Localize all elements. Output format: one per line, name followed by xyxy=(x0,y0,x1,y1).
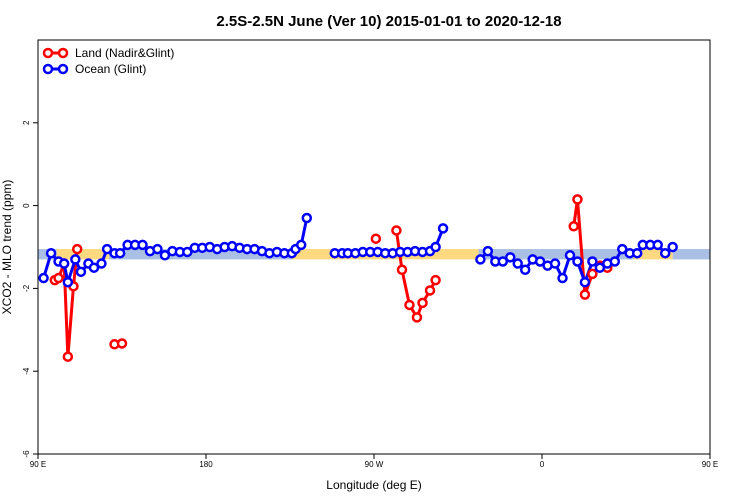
x-tick-label: 90 E xyxy=(30,460,46,469)
ocean-data-point xyxy=(475,254,486,265)
x-tick-label: 180 xyxy=(199,460,213,469)
ocean-data-point xyxy=(667,241,678,253)
legend-land-label: Land (Nadir&Glint) xyxy=(75,46,174,60)
legend-land-marker xyxy=(57,47,69,59)
ocean-data-point xyxy=(430,241,441,253)
land-data-point xyxy=(71,243,83,255)
series-points xyxy=(38,194,678,362)
ocean-data-point xyxy=(96,258,107,269)
ocean-data-point xyxy=(295,239,307,251)
ocean-data-point xyxy=(58,258,70,269)
ocean-data-point xyxy=(38,272,49,284)
chart-title: 2.5S-2.5N June (Ver 10) 2015-01-01 to 20… xyxy=(216,13,561,30)
x-tick-label: 0 xyxy=(540,460,545,469)
land-data-point xyxy=(568,221,579,232)
legend-ocean-label: Ocean (Glint) xyxy=(75,62,146,76)
land-band xyxy=(56,249,109,260)
ocean-band xyxy=(108,249,292,260)
y-tick-label: -2 xyxy=(22,284,31,292)
land-data-point xyxy=(579,289,591,300)
ocean-data-point xyxy=(114,247,126,259)
ocean-data-point xyxy=(549,258,561,269)
land-data-point xyxy=(53,272,64,284)
ocean-data-point xyxy=(564,250,576,261)
land-data-point xyxy=(391,225,402,236)
land-data-point xyxy=(116,338,128,349)
legend-ocean-marker xyxy=(57,63,69,75)
legend-ocean-marker xyxy=(42,63,54,75)
ocean-data-point xyxy=(437,223,449,234)
ocean-data-point xyxy=(137,239,148,251)
y-axis-label: XCO2 - MLO trend (ppm) xyxy=(0,180,14,315)
land-data-point xyxy=(430,274,441,286)
ocean-data-point xyxy=(617,243,628,255)
legend: Land (Nadir&Glint) Ocean (Glint) xyxy=(42,46,174,76)
land-data-point xyxy=(62,351,74,362)
land-series-line xyxy=(572,197,608,297)
land-data-point xyxy=(370,233,382,244)
ocean-data-point xyxy=(631,247,643,259)
ocean-data-point xyxy=(482,245,494,257)
y-axis: -6 -4 -2 0 2 xyxy=(22,120,38,458)
ocean-data-point xyxy=(152,243,163,255)
ocean-data-point xyxy=(609,256,621,267)
x-tick-label: 90 E xyxy=(702,460,718,469)
y-tick-label: -6 xyxy=(22,450,31,458)
legend-land-marker xyxy=(42,47,54,59)
y-tick-label: -4 xyxy=(22,367,31,375)
land-data-point xyxy=(411,312,423,323)
x-tick-label: 90 W xyxy=(365,460,384,469)
ocean-band xyxy=(478,249,634,260)
ocean-data-point xyxy=(659,247,671,259)
ocean-data-point xyxy=(45,247,57,259)
ocean-data-point xyxy=(512,258,523,269)
ocean-data-point xyxy=(557,272,568,284)
ocean-data-point xyxy=(579,276,591,288)
ocean-data-point xyxy=(534,256,546,267)
ocean-data-point xyxy=(301,212,313,224)
ocean-data-point xyxy=(594,262,606,273)
land-data-point xyxy=(587,268,598,280)
ocean-data-point xyxy=(101,243,113,255)
land-data-point xyxy=(572,194,583,205)
ocean-data-point xyxy=(572,256,583,267)
ocean-data-point xyxy=(70,254,81,265)
ocean-band xyxy=(672,249,710,260)
ocean-data-point xyxy=(519,264,531,276)
land-data-point xyxy=(417,297,428,309)
ocean-data-point xyxy=(497,256,509,267)
ocean-data-point xyxy=(88,262,100,273)
ocean-data-point xyxy=(505,252,516,263)
x-axis: 90 E 180 90 W 0 90 E xyxy=(30,454,718,469)
land-data-point xyxy=(424,285,436,296)
x-axis-label: Longitude (deg E) xyxy=(326,478,421,492)
ocean-data-point xyxy=(62,276,74,288)
y-tick-label: 2 xyxy=(22,120,31,125)
ocean-data-point xyxy=(587,256,598,267)
land-data-point xyxy=(396,264,408,276)
series-lines xyxy=(42,197,674,359)
ocean-data-point xyxy=(652,239,663,251)
land-band xyxy=(633,249,673,260)
y-tick-label: 0 xyxy=(22,203,31,208)
ocean-data-point xyxy=(159,250,171,261)
land-data-point xyxy=(404,299,415,311)
ocean-data-point xyxy=(182,246,193,258)
ocean-data-point xyxy=(75,266,87,278)
